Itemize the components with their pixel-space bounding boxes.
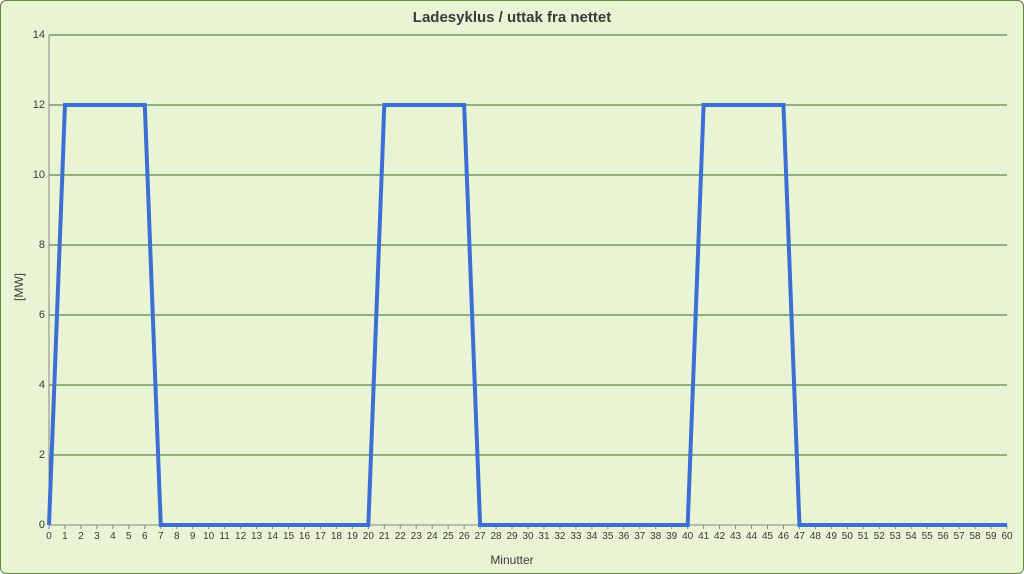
chart-container: Ladesyklus / uttak fra nettet [MW] Minut… — [0, 0, 1024, 574]
x-tick-label: 7 — [153, 531, 169, 542]
x-tick-label: 49 — [823, 531, 839, 542]
x-tick-label: 22 — [392, 531, 408, 542]
x-tick-label: 34 — [584, 531, 600, 542]
x-tick-label: 1 — [57, 531, 73, 542]
x-tick-label: 37 — [632, 531, 648, 542]
x-tick-label: 28 — [488, 531, 504, 542]
x-tick-label: 14 — [265, 531, 281, 542]
x-tick-label: 53 — [887, 531, 903, 542]
y-tick-label: 14 — [15, 29, 45, 41]
x-tick-label: 13 — [249, 531, 265, 542]
x-tick-label: 54 — [903, 531, 919, 542]
x-axis-label: Minutter — [1, 553, 1023, 567]
x-tick-label: 18 — [328, 531, 344, 542]
x-tick-label: 15 — [281, 531, 297, 542]
x-tick-label: 23 — [408, 531, 424, 542]
x-tick-label: 21 — [376, 531, 392, 542]
x-tick-label: 39 — [664, 531, 680, 542]
x-tick-label: 27 — [472, 531, 488, 542]
x-tick-label: 12 — [233, 531, 249, 542]
y-tick-label: 0 — [15, 519, 45, 531]
x-tick-label: 2 — [73, 531, 89, 542]
x-tick-label: 44 — [744, 531, 760, 542]
x-tick-label: 4 — [105, 531, 121, 542]
x-tick-label: 29 — [504, 531, 520, 542]
x-tick-label: 50 — [839, 531, 855, 542]
plot-area — [49, 35, 1007, 525]
x-tick-label: 40 — [680, 531, 696, 542]
x-tick-label: 11 — [217, 531, 233, 542]
x-tick-label: 45 — [760, 531, 776, 542]
x-tick-label: 56 — [935, 531, 951, 542]
x-tick-label: 26 — [456, 531, 472, 542]
x-tick-label: 25 — [440, 531, 456, 542]
y-tick-label: 6 — [15, 309, 45, 321]
x-tick-label: 52 — [871, 531, 887, 542]
x-tick-label: 32 — [552, 531, 568, 542]
x-tick-label: 6 — [137, 531, 153, 542]
chart-svg — [49, 35, 1007, 530]
x-tick-label: 9 — [185, 531, 201, 542]
y-axis-label: [MW] — [12, 273, 26, 301]
x-tick-label: 47 — [791, 531, 807, 542]
x-tick-label: 19 — [344, 531, 360, 542]
x-tick-label: 30 — [520, 531, 536, 542]
x-tick-label: 36 — [616, 531, 632, 542]
x-tick-label: 3 — [89, 531, 105, 542]
x-tick-label: 51 — [855, 531, 871, 542]
x-tick-label: 33 — [568, 531, 584, 542]
x-tick-label: 59 — [983, 531, 999, 542]
x-tick-label: 48 — [807, 531, 823, 542]
x-tick-label: 38 — [648, 531, 664, 542]
x-tick-label: 0 — [41, 531, 57, 542]
x-tick-label: 57 — [951, 531, 967, 542]
x-tick-label: 5 — [121, 531, 137, 542]
y-tick-label: 10 — [15, 169, 45, 181]
x-tick-label: 41 — [696, 531, 712, 542]
x-tick-label: 42 — [712, 531, 728, 542]
x-tick-label: 60 — [999, 531, 1015, 542]
x-tick-label: 58 — [967, 531, 983, 542]
x-tick-label: 55 — [919, 531, 935, 542]
y-tick-label: 4 — [15, 379, 45, 391]
y-tick-label: 2 — [15, 449, 45, 461]
x-tick-label: 46 — [775, 531, 791, 542]
x-tick-label: 35 — [600, 531, 616, 542]
y-tick-label: 12 — [15, 99, 45, 111]
y-tick-label: 8 — [15, 239, 45, 251]
chart-title: Ladesyklus / uttak fra nettet — [1, 9, 1023, 26]
x-tick-label: 31 — [536, 531, 552, 542]
x-tick-label: 17 — [312, 531, 328, 542]
x-tick-label: 20 — [360, 531, 376, 542]
x-tick-label: 10 — [201, 531, 217, 542]
x-tick-label: 24 — [424, 531, 440, 542]
x-tick-label: 16 — [296, 531, 312, 542]
x-tick-label: 8 — [169, 531, 185, 542]
x-tick-label: 43 — [728, 531, 744, 542]
